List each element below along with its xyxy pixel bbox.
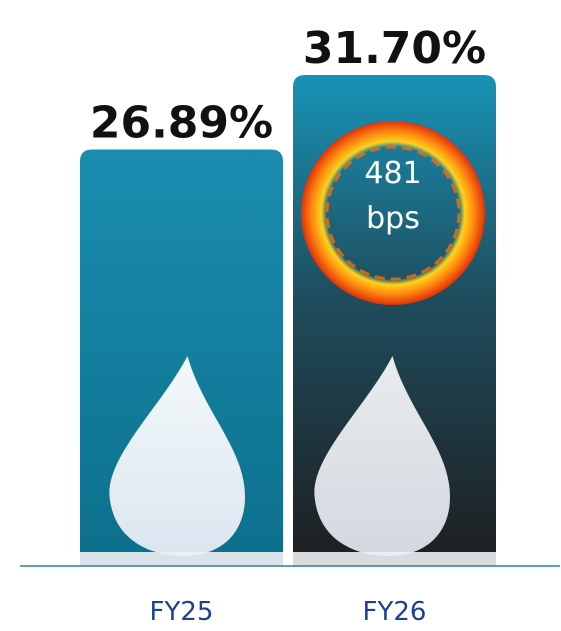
skyline <box>293 552 496 566</box>
droplet <box>109 356 245 556</box>
annotation: 481 <box>364 156 421 191</box>
skyline <box>80 552 283 566</box>
value-label: 31.70% <box>303 23 486 74</box>
annotation: bps <box>366 201 420 236</box>
x-tick-label: FY25 <box>150 597 214 627</box>
x-tick-label: FY26 <box>363 597 427 627</box>
value-label: 26.89% <box>90 98 273 149</box>
droplet <box>314 356 450 556</box>
decoration <box>80 121 496 566</box>
fire-ring-inner <box>325 145 461 281</box>
